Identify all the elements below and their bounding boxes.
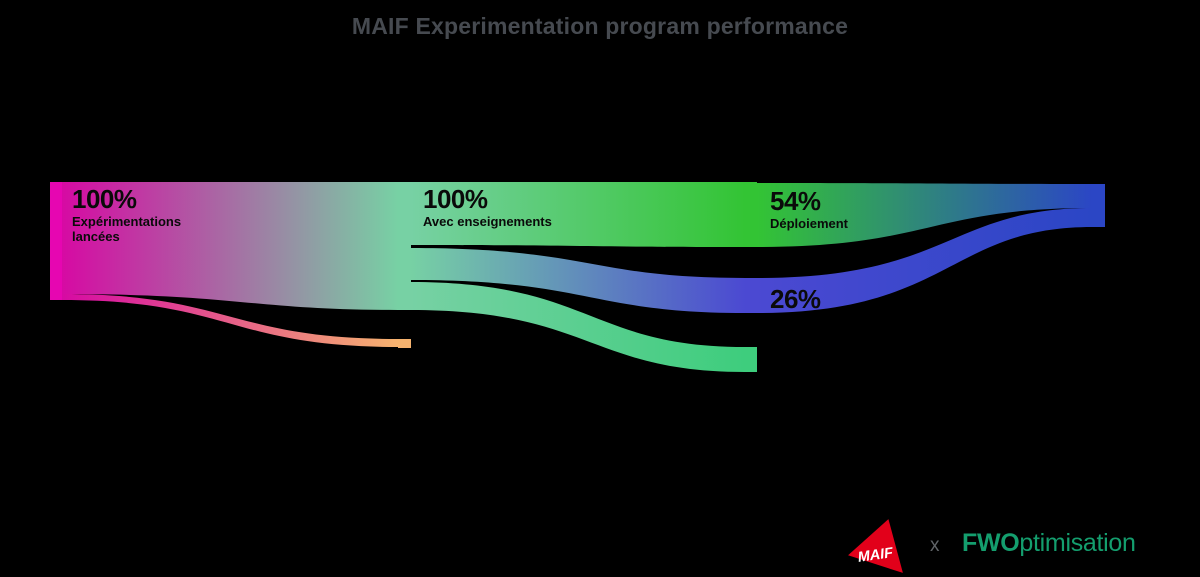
- flow-26-to-final: [757, 208, 1092, 313]
- label-pct: 100%: [423, 184, 488, 214]
- node-orange-small: [398, 339, 411, 348]
- label-deploiement: 54% Déploiement: [770, 188, 848, 231]
- flow-lancees-to-enseignements: [62, 182, 398, 310]
- flow-enseignements-to-deploiement: [411, 182, 745, 247]
- fwoptimisation-logo: FWOptimisation: [962, 529, 1136, 557]
- node-green-small: [745, 347, 757, 372]
- label-pct: 54%: [770, 186, 821, 216]
- chart-title: MAIF Experimentation program performance: [351, 13, 849, 39]
- flow-enseignements-to-26: [411, 248, 745, 313]
- flow-enseignements-to-green-small: [411, 282, 745, 372]
- label-pct: 100%: [72, 184, 137, 214]
- footer-branding: MAIF x FWOptimisation: [846, 515, 1176, 577]
- label-avec-enseignements: 100% Avec enseignements: [423, 186, 552, 229]
- maif-logo-text: MAIF: [857, 545, 895, 566]
- label-pct: 26%: [770, 284, 821, 314]
- label-name: Expérimentations lancées: [72, 214, 182, 244]
- node-final-blue: [1092, 184, 1105, 227]
- flow-deploiement-to-final: [757, 183, 1092, 247]
- label-experimentations-lancees: 100% Expérimentations lancées: [72, 186, 181, 244]
- brand-separator: x: [930, 535, 940, 556]
- label-name: Déploiement: [770, 216, 849, 231]
- flow-lancees-to-orange-small: [62, 294, 398, 347]
- node-deploiement: [745, 182, 757, 247]
- node-26: [745, 278, 757, 313]
- label-26: 26%: [770, 286, 821, 312]
- node-avec-enseignements: [398, 182, 411, 310]
- node-experimentations-lancees: [50, 182, 62, 300]
- maif-logo: MAIF: [848, 519, 903, 573]
- label-name: Avec enseignements: [423, 214, 552, 229]
